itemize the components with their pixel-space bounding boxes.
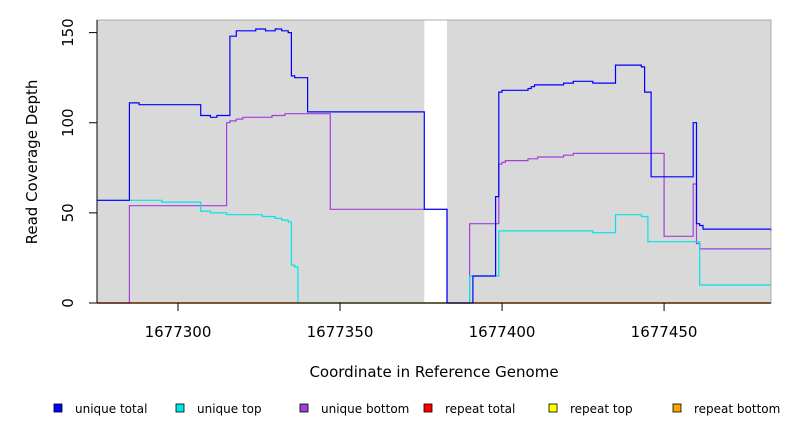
legend-swatch <box>53 403 63 413</box>
y-axis-title: Read Coverage Depth <box>23 80 41 245</box>
y-tick-label: 100 <box>59 108 77 137</box>
y-tick-label: 50 <box>59 203 77 222</box>
series-line-unique-bottom <box>97 113 771 304</box>
reference-gap <box>424 20 447 303</box>
legend-label: repeat top <box>570 402 633 416</box>
x-axis-title: Coordinate in Reference Genome <box>309 363 558 381</box>
x-tick-label: 1677300 <box>145 323 212 341</box>
legend-label: unique total <box>75 402 147 416</box>
axes-layer: 1677300 1677350 1677400 1677450 0 50 100 150 <box>59 18 772 341</box>
legend: unique total unique top unique bottom repea… <box>53 402 780 416</box>
x-tick-label: 1677400 <box>469 323 536 341</box>
series-line-unique-top <box>97 199 771 304</box>
legend-label: repeat total <box>445 402 515 416</box>
x-tick-label: 1677350 <box>307 323 374 341</box>
x-tick-label: 1677450 <box>631 323 698 341</box>
legend-swatch <box>423 403 433 413</box>
y-tick-label: 0 <box>59 298 77 308</box>
legend-label: unique top <box>197 402 262 416</box>
legend-swatch <box>548 403 558 413</box>
series-line-unique-total <box>97 28 772 304</box>
y-tick-label: 150 <box>59 18 77 47</box>
legend-label: unique bottom <box>321 402 409 416</box>
legend-swatch <box>672 403 682 413</box>
legend-swatch <box>299 403 309 413</box>
legend-swatch <box>175 403 185 413</box>
legend-label: repeat bottom <box>694 402 780 416</box>
